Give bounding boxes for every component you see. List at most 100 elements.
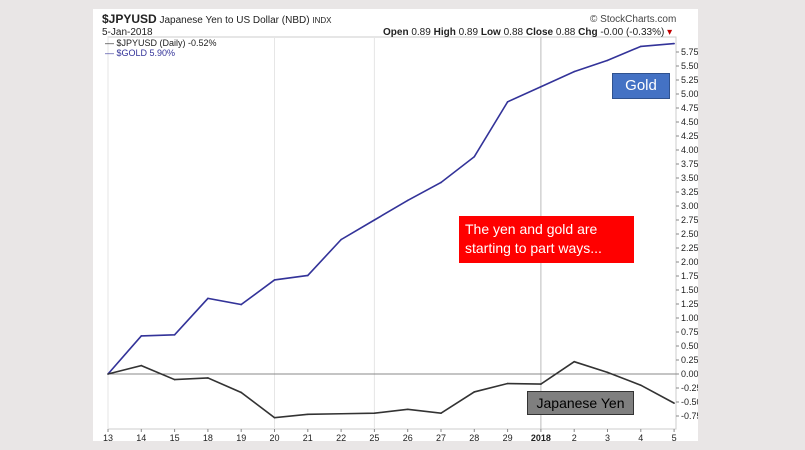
legend-gold-label: $GOLD 5.90%: [116, 48, 176, 58]
jpy-data-point: [506, 382, 509, 385]
open-label: Open: [383, 27, 409, 38]
close-value: 0.88: [555, 27, 576, 38]
note-line-1: The yen and gold are: [465, 221, 598, 237]
gold-data-point: [673, 42, 675, 45]
gold-data-point: [406, 199, 409, 202]
down-arrow-icon: ▾: [667, 27, 673, 38]
y-tick-label: 2.75%: [681, 215, 698, 225]
y-tick-label: 1.50%: [681, 285, 698, 295]
jpy-data-point: [207, 377, 209, 379]
low-value: 0.88: [503, 27, 524, 38]
y-tick-label: 2.25%: [681, 243, 698, 253]
gold-data-point: [273, 279, 276, 281]
y-tick-label: 3.50%: [681, 173, 698, 183]
y-tick-label: -0.75%: [681, 411, 698, 421]
gold-data-point: [340, 238, 342, 241]
gold-data-point: [606, 59, 609, 62]
y-tick-label: 5.75%: [681, 47, 698, 57]
y-tick-label: 2.50%: [681, 229, 698, 239]
gold-data-point: [573, 70, 575, 73]
x-tick-label: 2018: [531, 433, 551, 441]
chart-panel: 5.75% 5.50% 5.25% 5.00% 4.75% 4.50% 4.25% 4.00%…: [93, 9, 698, 441]
x-tick-label: 21: [303, 433, 313, 441]
x-tick-label: 3: [605, 433, 610, 441]
gold-data-point: [207, 297, 209, 300]
y-tick-label: 3.25%: [681, 187, 698, 197]
y-tick-label: 0.00%: [681, 369, 698, 379]
gold-data-point: [640, 45, 642, 48]
jpy-data-point: [406, 408, 409, 411]
jpy-data-point: [573, 360, 575, 363]
gold-data-point: [506, 101, 509, 103]
gold-data-point: [307, 274, 309, 277]
y-tick-label: 1.00%: [681, 313, 698, 323]
x-tick-label: 26: [403, 433, 413, 441]
legend-jpy: — $JPYUSD (Daily) -0.52%: [105, 38, 217, 48]
close-label: Close: [525, 27, 554, 38]
x-tick-label: 25: [369, 433, 379, 441]
x-tick-label: 29: [503, 433, 513, 441]
date-label: 5-Jan-2018: [102, 27, 153, 38]
symbol: $JPYUSD: [102, 12, 157, 26]
brand-label: © StockCharts.com: [590, 14, 677, 25]
gold-data-point: [440, 181, 442, 184]
y-tick-label: 3.00%: [681, 201, 698, 211]
jpy-series-line: [107, 360, 675, 419]
gold-series-line: [107, 42, 675, 375]
jpy-data-point: [373, 412, 376, 415]
y-tick-label: 4.75%: [681, 103, 698, 113]
jpy-data-point: [240, 391, 242, 394]
chart-svg: 5.75% 5.50% 5.25% 5.00% 4.75% 4.50% 4.25% 4.00%…: [103, 36, 698, 441]
y-tick-label: 4.00%: [681, 145, 698, 155]
y-tick-label: 0.25%: [681, 355, 698, 365]
high-label: High: [433, 27, 456, 38]
y-tick-label: 4.50%: [681, 117, 698, 127]
x-tick-label: 22: [336, 433, 346, 441]
y-tick-label: -0.50%: [681, 397, 698, 407]
chart-title: $JPYUSD Japanese Yen to US Dollar (NBD) …: [102, 12, 331, 26]
jpy-data-point: [307, 413, 309, 416]
y-tick-label: 0.50%: [681, 341, 698, 351]
y-tick-label: 3.75%: [681, 159, 698, 169]
gold-data-point: [173, 334, 176, 336]
x-tick-label: 4: [638, 433, 643, 441]
jpy-data-point: [473, 391, 476, 393]
jpy-data-point: [173, 378, 176, 381]
description: Japanese Yen to US Dollar (NBD): [159, 15, 310, 26]
gold-data-point: [373, 219, 376, 221]
chg-value: -0.00 (-0.33%): [600, 27, 665, 38]
jpy-data-point: [640, 384, 642, 387]
x-tick-label: 28: [469, 433, 479, 441]
y-tick-label: 5.00%: [681, 89, 698, 99]
x-tick-label: 20: [269, 433, 279, 441]
note-callout: The yen and gold are starting to part wa…: [459, 216, 634, 263]
jpy-data-point: [540, 383, 542, 385]
y-tick-label: 4.25%: [681, 131, 698, 141]
y-tick-label: 5.25%: [681, 75, 698, 85]
chg-label: Chg: [578, 27, 598, 38]
x-tick-label: 13: [103, 433, 113, 441]
gold-data-point: [473, 155, 476, 158]
exchange: INDX: [312, 16, 332, 25]
x-tick-label: 18: [203, 433, 213, 441]
jpy-data-point: [340, 412, 342, 415]
x-tick-label: 14: [136, 433, 146, 441]
y-tick-label: -0.25%: [681, 383, 698, 393]
x-tick-label: 19: [236, 433, 246, 441]
y-tick-label: 1.25%: [681, 299, 698, 309]
note-line-2: starting to part ways...: [465, 240, 602, 256]
x-tick-label: 15: [170, 433, 180, 441]
jpy-data-point: [273, 416, 276, 419]
high-value: 0.89: [458, 27, 479, 38]
yen-callout: Japanese Yen: [527, 391, 634, 415]
legend-gold-swatch: —: [105, 48, 114, 58]
x-tick-label: 5: [672, 433, 677, 441]
jpy-data-point: [107, 373, 109, 375]
legend-gold: — $GOLD 5.90%: [105, 48, 175, 58]
gold-data-point: [240, 303, 242, 306]
open-value: 0.89: [411, 27, 431, 38]
y-tick-label: 1.75%: [681, 271, 698, 281]
jpy-data-point: [673, 402, 675, 404]
jpy-data-point: [606, 371, 609, 374]
x-tick-label: 2: [572, 433, 577, 441]
